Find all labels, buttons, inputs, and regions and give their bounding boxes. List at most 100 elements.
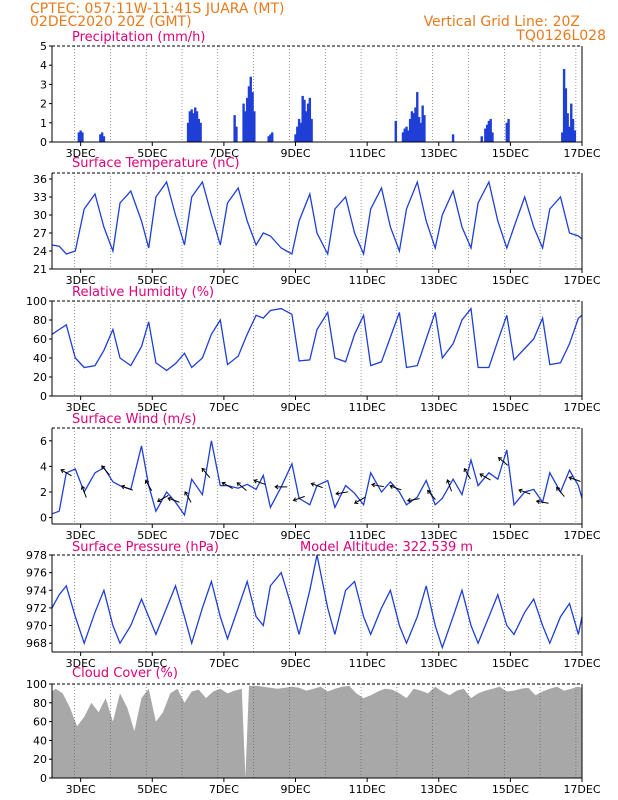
precip-ytick-label: 2 (40, 98, 47, 111)
wind-arrow (497, 457, 509, 466)
wind-arrow (463, 467, 471, 480)
temp-panel: 21 24 27 30 33 36 3DEC 5DEC 7DEC 9DEC 11DEC 13DEC 15… (33, 172, 601, 287)
cloud-xtick-label: 5DEC (137, 783, 167, 796)
wind-arrow (568, 476, 581, 482)
precip-bar (505, 122, 508, 142)
precip-bar (192, 113, 195, 142)
pres-ytick-label: 970 (26, 620, 47, 633)
wind-title: Surface Wind (m/s) (72, 412, 196, 427)
wind-arrow-shaft (121, 485, 134, 491)
pres-panel: 968 970 972 974 976 978 3DEC 5DEC 7DEC 9DEC 11DEC 1… (26, 549, 601, 670)
wind-arrow-head (310, 482, 315, 487)
wind-arrow-shaft (336, 491, 349, 495)
precip-bar (247, 86, 251, 142)
wind-xtick-label: 7DEC (209, 529, 239, 542)
temp-ytick-label: 24 (33, 245, 47, 258)
wind-arrow-shaft (427, 490, 436, 500)
wind-arrow (371, 482, 384, 488)
wind-arrow-head (535, 499, 541, 505)
precip-bar (242, 103, 245, 142)
wind-xtick-label: 13DEC (420, 529, 457, 542)
cloud-ytick-label: 80 (33, 697, 47, 710)
wind-arrow (184, 491, 192, 503)
precip-bar (416, 92, 419, 142)
rh-xtick-label: 9DEC (280, 401, 310, 414)
pres-ytick-label: 972 (26, 602, 47, 615)
precip-bar (573, 130, 577, 142)
wind-arrow-shaft (311, 483, 323, 489)
precip-bar (297, 118, 301, 142)
wind-arrow-head (556, 486, 561, 491)
precip-panel: 0 1 2 3 4 5 3DEC 5DEC 7DEC 9DEC 11DEC 13DEC 15DEC 17D… (40, 40, 601, 160)
wind-ytick-label: 2 (40, 486, 47, 499)
cloud-area (52, 685, 582, 778)
wind-arrow-shaft (222, 482, 233, 490)
wind-arrow (120, 484, 134, 491)
wind-arrow (518, 488, 531, 495)
wind-arrow-shaft (184, 491, 192, 503)
precip-bar (570, 103, 573, 142)
temp-xtick-label: 13DEC (420, 274, 457, 287)
wind-arrow (479, 473, 491, 481)
precip-bar (407, 130, 410, 142)
wind-arrow (354, 496, 366, 504)
wind-arrow-shaft (145, 480, 153, 492)
wind-arrow-head (463, 467, 468, 473)
precip-bar (235, 126, 238, 142)
temp-series-line (51, 179, 583, 257)
precip-bar (294, 134, 297, 142)
temp-xtick-label: 17DEC (563, 274, 600, 287)
wind-arrow-shaft (407, 498, 420, 502)
wind-arrow (292, 495, 305, 502)
precip-bar (269, 134, 272, 142)
temp-ytick-label: 21 (33, 263, 47, 276)
wind-arrow-head (292, 497, 297, 502)
precip-bar (308, 97, 312, 142)
cloud-title: Cloud Cover (%) (72, 666, 178, 681)
precip-bar (99, 134, 102, 142)
wind-arrow-shaft (354, 496, 366, 504)
precip-bar (195, 111, 199, 142)
precip-bar (408, 118, 412, 142)
temp-xtick-label: 3DEC (66, 274, 96, 287)
wind-arrow-head (371, 482, 376, 488)
wind-xtick-label: 9DEC (280, 529, 310, 542)
precip-bar (77, 132, 81, 142)
pres-xtick-label: 11DEC (349, 657, 386, 670)
precip-bar (306, 103, 310, 142)
wind-arrow (427, 489, 436, 500)
temp-ytick-label: 36 (33, 173, 47, 186)
pres-series-line (51, 554, 583, 650)
wind-xtick-label: 3DEC (66, 529, 96, 542)
pres-ytick-label: 978 (26, 549, 47, 562)
rh-xtick-label: 3DEC (66, 401, 96, 414)
cloud-xtick-label: 15DEC (492, 783, 529, 796)
precip-bar (249, 76, 252, 142)
precip-bar (403, 128, 406, 142)
cloud-xtick-label: 9DEC (280, 783, 310, 796)
wind-arrow-head (201, 467, 206, 472)
pres-ytick-label: 974 (26, 584, 47, 597)
wind-arrow-shaft (236, 482, 247, 491)
precip-ytick-label: 1 (40, 117, 47, 130)
wind-arrow-head (497, 457, 503, 462)
wind-arrow-head (80, 485, 86, 490)
pres-xtick-label: 7DEC (209, 657, 239, 670)
cloud-ytick-label: 40 (33, 734, 47, 747)
rh-panel: 0 20 40 60 80 100 3DEC 5DEC 7DEC 9DEC 11DEC 13DEC 15… (26, 295, 601, 414)
wind-arrow (167, 496, 180, 503)
wind-arrow-shaft (569, 476, 581, 482)
wind-arrow-shaft (201, 468, 211, 478)
precip-bar (485, 124, 489, 142)
wind-arrow-shaft (498, 457, 509, 466)
precip-bar (100, 132, 104, 142)
wind-arrow-head (167, 496, 172, 502)
pres-xtick-label: 5DEC (137, 657, 167, 670)
precip-bar (489, 118, 492, 142)
precip-xtick-label: 5DEC (137, 147, 167, 160)
rh-xtick-label: 11DEC (349, 401, 386, 414)
wind-arrow-shaft (556, 487, 565, 497)
wind-arrow-head (221, 481, 226, 486)
wind-arrow (389, 484, 402, 491)
